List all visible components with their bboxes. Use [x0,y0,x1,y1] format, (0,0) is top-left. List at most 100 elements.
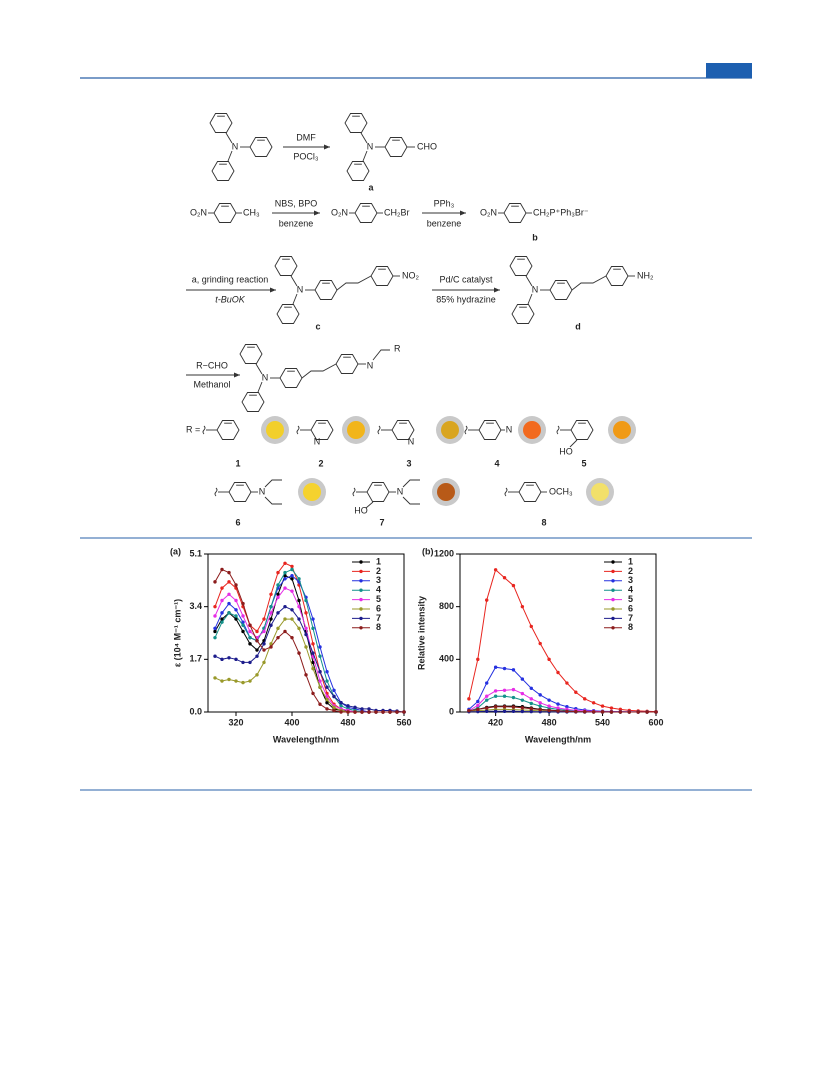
reagent: t-BuOK [215,294,246,304]
data-point [269,645,273,649]
data-point [304,632,308,637]
bond [292,293,298,305]
atom-label: N [297,284,304,294]
data-point [511,583,516,588]
data-point [547,698,551,702]
wavy-bond [464,425,468,435]
data-point [304,611,308,615]
data-point [538,704,542,708]
data-point [269,642,273,646]
data-point [248,660,252,665]
data-point [654,710,658,714]
data-point [227,677,231,682]
data-point [402,710,406,714]
legend-label: 4 [376,585,381,595]
bond [225,132,233,144]
data-point [502,694,507,698]
ring [391,420,415,440]
data-point [565,705,569,709]
sample-powder [303,483,321,501]
ring [228,482,252,502]
bond [360,132,368,144]
compound-number: 1 [235,458,240,468]
data-point [213,614,217,618]
y-tick-label: 3.4 [189,601,202,611]
data-point [304,673,308,677]
data-point [304,626,308,631]
data-point [318,670,322,674]
data-point [332,708,336,713]
data-point [311,666,315,671]
data-point [220,617,224,621]
data-point [547,708,551,713]
sample-powder [266,421,284,439]
atom-label: N [367,141,374,151]
arrow-head [314,210,320,216]
data-point [493,689,498,693]
data-point [502,705,507,709]
compound-number: 2 [318,458,323,468]
data-point [360,710,364,714]
wavy-bond [296,425,300,435]
data-point [332,694,336,699]
data-point [367,710,371,714]
x-tick-label: 320 [228,717,243,727]
wavy-bond [504,487,508,497]
data-point [346,704,350,708]
data-point [290,564,294,569]
data-point [283,586,287,590]
data-point [591,710,596,714]
data-point [283,604,287,609]
legend-marker [359,588,363,592]
legend-marker [611,616,615,621]
series-line [468,706,656,713]
data-point [283,561,287,565]
data-point [234,583,238,587]
legend-marker [359,616,363,621]
data-point [591,701,596,705]
x-tick-label: 400 [284,717,299,727]
data-point [493,709,498,714]
atom-label: HO [559,446,573,456]
data-point [565,709,569,714]
legend-label: 6 [628,603,633,613]
ring [503,203,527,223]
data-point [255,673,259,677]
wavy-bond [214,487,218,497]
data-point [520,691,525,696]
data-point [269,611,273,615]
data-point [485,598,489,602]
data-point [227,592,231,596]
data-point [346,710,350,714]
ring [344,113,368,133]
atom-label: N [232,141,239,151]
data-point [367,707,371,711]
vinyl [336,275,372,291]
y-tick-label: 1.7 [189,654,202,664]
data-point [381,710,385,714]
data-point [325,701,329,705]
data-point [241,680,245,685]
wavy-bond [202,425,206,435]
compound-number: 8 [541,517,546,527]
data-point [248,642,252,646]
atom-label: N [314,436,321,446]
x-tick-label: 420 [488,717,503,727]
data-point [262,629,266,634]
legend-label: 7 [628,613,633,623]
data-point [609,710,614,714]
data-point [511,687,516,692]
y-tick-label: 0 [449,706,454,716]
ethyl [402,479,420,488]
ring [346,161,370,181]
y-tick-label: 400 [439,654,454,664]
data-point [547,704,551,708]
reagent: benzene [279,218,314,228]
data-point [493,665,498,669]
data-point [645,710,649,714]
data-point [241,623,245,627]
data-point [227,601,231,606]
data-point [636,710,640,714]
data-point [255,648,259,652]
data-point [583,697,587,701]
